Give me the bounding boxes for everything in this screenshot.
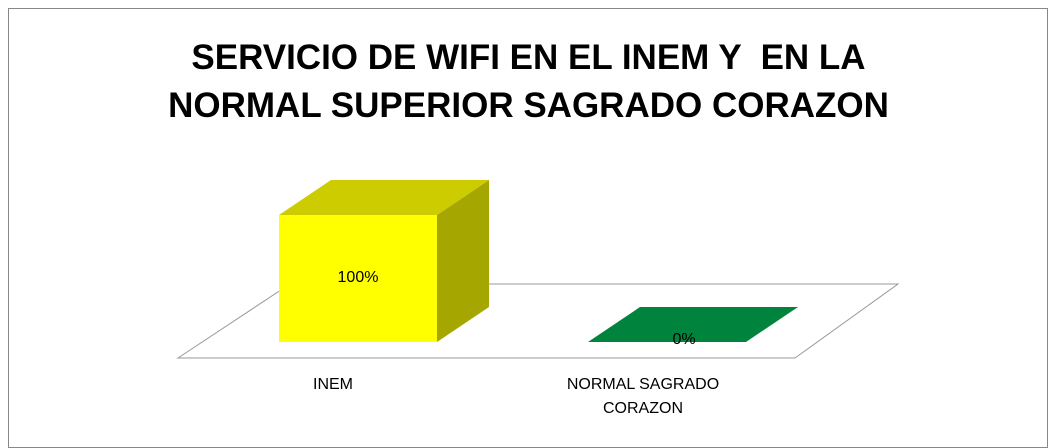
x-tick-label: INEM: [313, 376, 353, 393]
chart-title: NORMAL SUPERIOR SAGRADO CORAZON: [168, 86, 889, 125]
chart: [176, 180, 900, 359]
bar-side: [437, 180, 489, 342]
data-label: 100%: [337, 268, 379, 286]
bar-top: [279, 180, 489, 215]
bar-front: [279, 215, 437, 342]
bar: [279, 180, 489, 342]
x-tick-label: NORMAL SAGRADO CORAZON: [566, 376, 720, 417]
chart-title: SERVICIO DE WIFI EN EL INEM Y EN LA: [191, 38, 866, 77]
bar-top: [588, 307, 798, 342]
data-label: 0%: [672, 331, 696, 348]
bar: [588, 307, 798, 342]
